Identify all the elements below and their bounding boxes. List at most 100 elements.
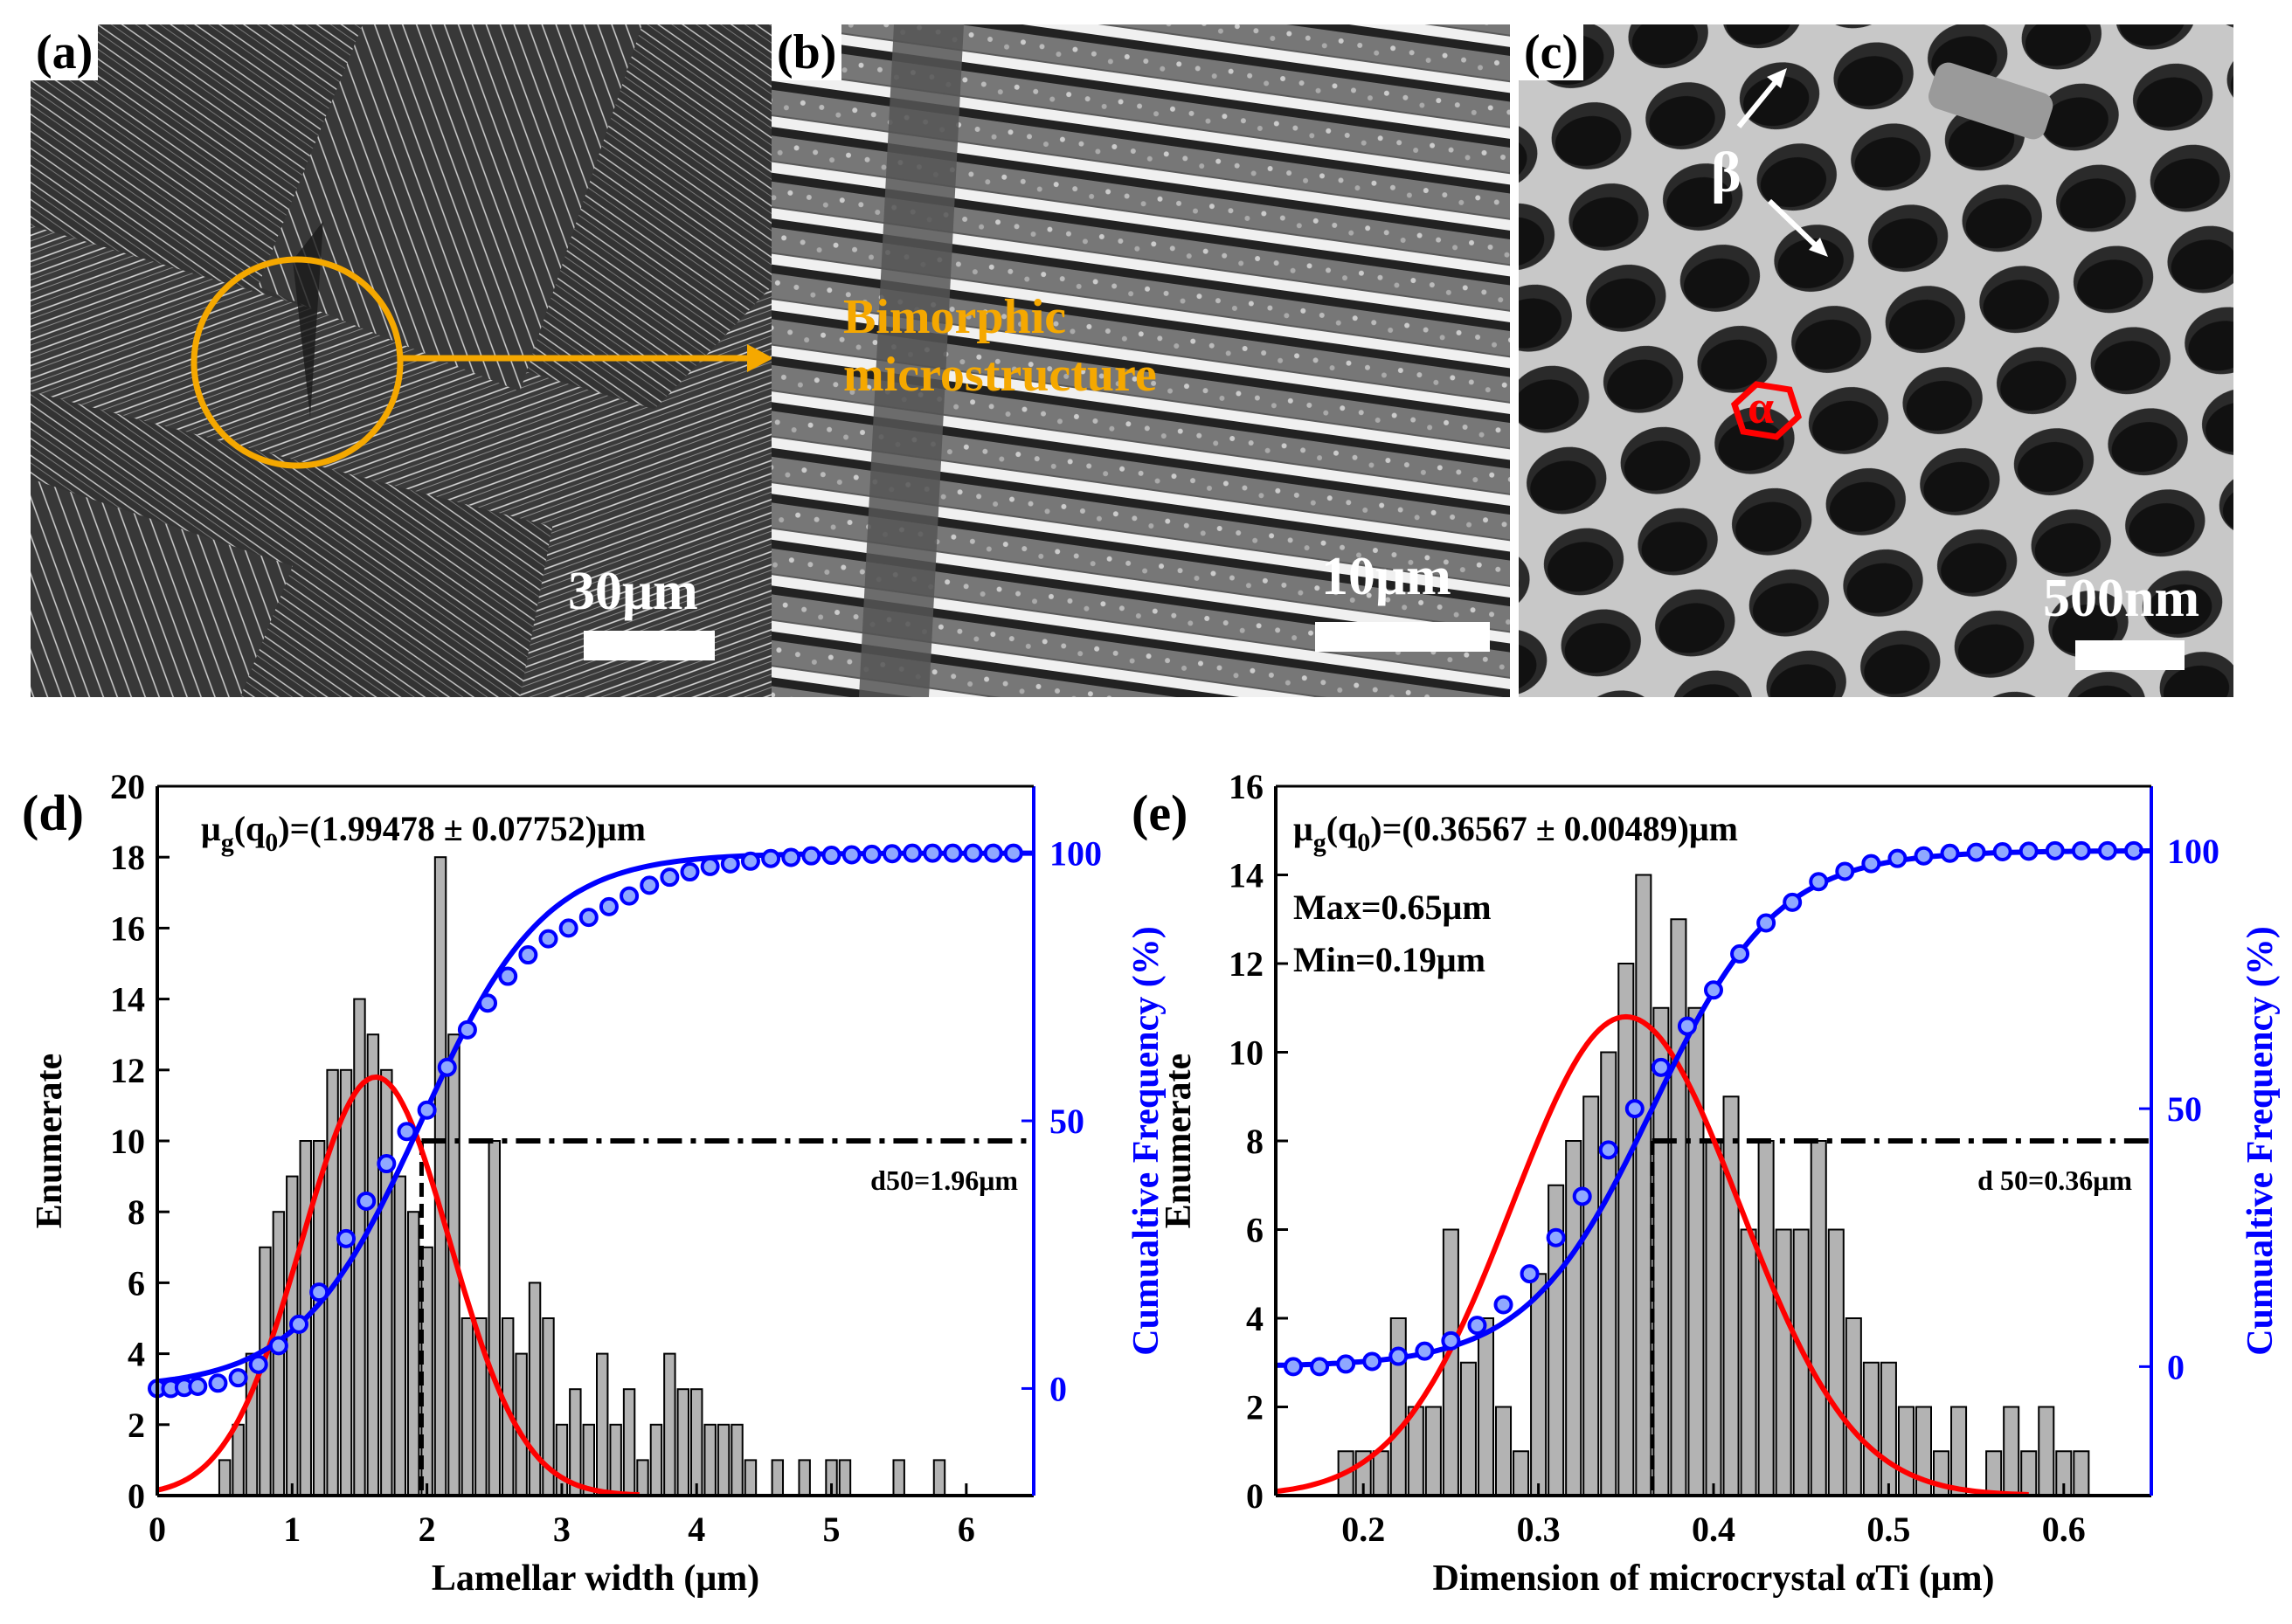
- histogram-bar: [1722, 1095, 1740, 1496]
- cumulative-point: [377, 1154, 397, 1174]
- histogram-bar: [1950, 1406, 1968, 1496]
- histogram-bar: [1775, 1228, 1792, 1496]
- y-tick-label: 8: [1246, 1122, 1264, 1161]
- scale-bar-c: [2075, 640, 2185, 670]
- beta-arrow-1: [1736, 77, 1781, 128]
- y-tick-label: 2: [1246, 1388, 1264, 1427]
- cumulative-point: [1940, 843, 1960, 863]
- histogram-bar: [1757, 1140, 1775, 1496]
- histogram-bar: [1635, 874, 1652, 1496]
- cumulative-point: [943, 843, 963, 863]
- beta-label: β: [1711, 141, 1742, 204]
- cumulative-point: [1966, 842, 1986, 862]
- histogram-bar: [1513, 1450, 1530, 1496]
- x-tick-label: 0.3: [1517, 1510, 1561, 1549]
- zoom-arrow-head: [747, 344, 773, 372]
- histogram-bar: [460, 1317, 474, 1496]
- phase-annotations: [1730, 68, 1828, 440]
- cumulative-point: [2045, 840, 2065, 860]
- cumulative-point: [397, 1122, 417, 1142]
- cumulative-point: [1809, 872, 1829, 892]
- cumulative-point: [1624, 1099, 1645, 1119]
- y-tick-label: 0: [128, 1476, 145, 1516]
- cumulative-point: [558, 918, 578, 938]
- histogram-bar: [2073, 1450, 2090, 1496]
- stat-annotation-part: (q: [1326, 809, 1358, 848]
- stat-annotation: μg(q0)=(0.36567 ± 0.00489)μm: [1293, 809, 1738, 857]
- y-tick-label: 12: [1229, 944, 1264, 984]
- cumulative-point: [1003, 843, 1023, 863]
- cumulative-point: [680, 862, 700, 882]
- cumulative-point: [841, 845, 862, 865]
- histogram-bar: [676, 1388, 690, 1496]
- alpha-hexagon: [1730, 381, 1803, 440]
- cumulative-point: [983, 843, 1003, 863]
- cumulative-point: [457, 1019, 477, 1040]
- histogram-bar: [1740, 1228, 1757, 1496]
- histogram-bar: [1880, 1361, 1897, 1496]
- y2-tick-label: 100: [2167, 832, 2219, 871]
- panel-label-c: (c): [1519, 24, 1584, 80]
- histogram-bar: [771, 1459, 785, 1497]
- sem-texture-c: [1519, 24, 2233, 697]
- y-tick-label: 4: [1246, 1299, 1264, 1338]
- cumulative-point: [248, 1354, 268, 1374]
- histogram-bar: [838, 1459, 852, 1497]
- stat-annotation-part: 0: [265, 828, 278, 857]
- cumulative-point: [862, 844, 882, 864]
- y2-tick-label: 0: [1049, 1369, 1067, 1408]
- histogram-bar: [731, 1423, 744, 1497]
- cumulative-point: [578, 908, 599, 928]
- histogram-bar: [703, 1423, 717, 1497]
- bimorphic-line2: microstructure: [843, 348, 1157, 402]
- cumulative-point: [1756, 913, 1776, 933]
- histogram-bar: [663, 1352, 676, 1496]
- stat-annotation-part: )=(0.36567 ± 0.00489)μm: [1370, 809, 1738, 848]
- histogram-bar: [339, 1068, 353, 1497]
- cumulative-point: [208, 1373, 228, 1393]
- cumulative-point: [599, 896, 619, 916]
- histogram-bar: [609, 1423, 622, 1497]
- cumulative-point: [1704, 980, 1723, 1000]
- cumulative-point: [821, 846, 841, 866]
- histogram-bar: [245, 1352, 259, 1496]
- d50-label: d 50=0.36μm: [1977, 1164, 2132, 1196]
- cumulative-point: [498, 966, 518, 986]
- cumulative-point: [963, 843, 983, 863]
- stat-annotation: μg(q0)=(1.99478 ± 0.07752)μm: [201, 809, 646, 857]
- y-tick-label: 0: [1246, 1476, 1264, 1516]
- cumulative-point: [640, 875, 660, 895]
- y2-tick-label: 0: [2167, 1347, 2185, 1386]
- cumulative-point: [740, 851, 760, 871]
- cumulative-point: [1730, 943, 1750, 964]
- histogram-bar: [1670, 918, 1687, 1496]
- y-tick-label: 16: [110, 909, 145, 948]
- x-tick-label: 0.6: [2042, 1510, 2086, 1549]
- histogram-bar: [218, 1459, 232, 1497]
- panel-label-b: (b): [772, 24, 842, 80]
- bimorphic-line1: Bimorphic: [843, 290, 1067, 344]
- histogram-bar: [1845, 1317, 1862, 1496]
- x-tick-label: 1: [283, 1510, 301, 1549]
- beta-arrowhead-2: [1809, 238, 1828, 257]
- histogram-bar: [1705, 1140, 1722, 1496]
- histogram-bar: [1372, 1450, 1389, 1496]
- cumulative-point: [1546, 1227, 1566, 1247]
- cumulative-point: [1572, 1186, 1592, 1206]
- histogram-bar: [744, 1459, 758, 1497]
- cumulative-point: [1493, 1295, 1513, 1315]
- scale-label-b: 10μm: [1321, 547, 1451, 606]
- histogram-bar: [582, 1423, 595, 1497]
- chart-e: 0.2 0.3 0.4 0.5 0.6 0 2 4 6 8 10 12 14 16 0 50 100 Dimens…: [1132, 767, 2281, 1599]
- y-tick-label: 14: [110, 980, 145, 1019]
- cumulative-point: [761, 848, 781, 868]
- cumulative-point: [620, 886, 640, 906]
- histogram-bar: [690, 1388, 703, 1496]
- histogram-bar: [1389, 1317, 1407, 1496]
- histogram-bar: [1862, 1361, 1880, 1496]
- cumulative-point: [660, 867, 680, 888]
- cumulative-point: [2097, 840, 2117, 860]
- y2-tick-label: 50: [2167, 1089, 2202, 1129]
- x-axis-label: Lamellar width (μm): [432, 1558, 759, 1599]
